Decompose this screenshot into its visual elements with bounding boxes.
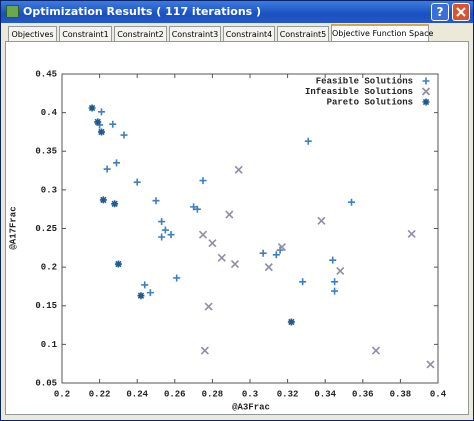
point: [407, 229, 416, 238]
legend-label: Infeasible Solutions: [305, 87, 413, 97]
tab[interactable]: Constraint5: [277, 26, 329, 41]
point: [161, 226, 169, 234]
y-axis-label: @A17Frac: [8, 206, 18, 249]
x-tick-label: 0.26: [164, 389, 186, 399]
y-tick-label: 0.25: [35, 224, 57, 234]
point: [158, 218, 166, 226]
point: [272, 251, 280, 259]
point: [264, 263, 273, 272]
x-tick-label: 0.24: [126, 389, 148, 399]
point: [146, 289, 154, 297]
point: [133, 178, 141, 186]
y-tick-label: 0.35: [35, 147, 57, 157]
point: [103, 165, 111, 173]
point: [277, 242, 287, 252]
point: [109, 120, 117, 128]
point: [141, 281, 149, 289]
title-bar: Optimization Results ( 117 iterations ) …: [1, 1, 473, 23]
tab[interactable]: Constraint3: [169, 26, 221, 41]
point: [190, 203, 198, 211]
legend-marker: [422, 98, 430, 106]
x-tick-label: 0.2: [54, 389, 70, 399]
y-tick-label: 0.15: [35, 301, 57, 311]
point: [200, 346, 209, 355]
tab[interactable]: Constraint1: [59, 26, 112, 41]
y-tick-label: 0.2: [41, 263, 57, 273]
point: [336, 266, 345, 276]
point: [225, 210, 234, 219]
x-tick-label: 0.38: [390, 389, 412, 399]
point: [304, 137, 312, 145]
y-tick-label: 0.1: [41, 340, 58, 350]
point: [158, 233, 166, 241]
point: [426, 360, 435, 369]
point: [193, 205, 201, 213]
point: [331, 287, 339, 295]
point: [204, 302, 213, 311]
point: [97, 108, 105, 116]
point: [348, 198, 356, 206]
window-title: Optimization Results ( 117 iterations ): [23, 5, 262, 18]
legend-marker: [421, 87, 431, 96]
point: [199, 177, 207, 185]
point: [120, 131, 128, 139]
point: [287, 318, 295, 326]
help-button[interactable]: ?: [431, 3, 449, 21]
point: [99, 196, 107, 204]
tab-active[interactable]: Objective Function Space: [331, 24, 433, 42]
point: [208, 239, 217, 248]
y-tick-label: 0.3: [41, 185, 57, 195]
point: [317, 216, 326, 225]
x-axis-label: @A3Frac: [232, 402, 270, 412]
point: [152, 197, 160, 205]
legend-marker: [422, 77, 430, 85]
y-tick-label: 0.4: [41, 108, 58, 118]
tab[interactable]: Objectives: [8, 26, 57, 41]
point: [371, 346, 381, 355]
point: [137, 292, 145, 300]
tab[interactable]: Constraint2: [114, 26, 167, 41]
point: [167, 231, 175, 239]
x-tick-label: 0.36: [352, 389, 374, 399]
point: [113, 159, 121, 167]
y-tick-label: 0.05: [35, 378, 57, 388]
point: [114, 260, 122, 268]
tab[interactable]: Constraint4: [223, 26, 275, 41]
x-tick-label: 0.28: [202, 389, 224, 399]
point: [234, 165, 243, 174]
point: [217, 253, 226, 262]
legend-label: Feasible Solutions: [316, 76, 413, 86]
x-tick-label: 0.34: [314, 389, 336, 399]
point: [230, 259, 240, 269]
point: [88, 104, 96, 112]
point: [331, 278, 339, 286]
close-button[interactable]: [452, 3, 470, 21]
point: [198, 230, 208, 239]
point: [97, 128, 105, 136]
close-icon: [456, 7, 466, 17]
point: [259, 249, 267, 257]
legend-label: Pareto Solutions: [327, 97, 413, 107]
x-tick-label: 0.4: [430, 389, 447, 399]
y-tick-label: 0.45: [35, 69, 57, 79]
point: [329, 256, 337, 264]
app-icon: [6, 5, 19, 18]
x-tick-label: 0.32: [277, 389, 299, 399]
point: [299, 278, 307, 286]
point: [94, 118, 102, 126]
point: [111, 200, 119, 208]
x-tick-label: 0.3: [242, 389, 258, 399]
plot-frame: [61, 73, 439, 384]
x-tick-label: 0.22: [89, 389, 111, 399]
point: [173, 274, 181, 282]
